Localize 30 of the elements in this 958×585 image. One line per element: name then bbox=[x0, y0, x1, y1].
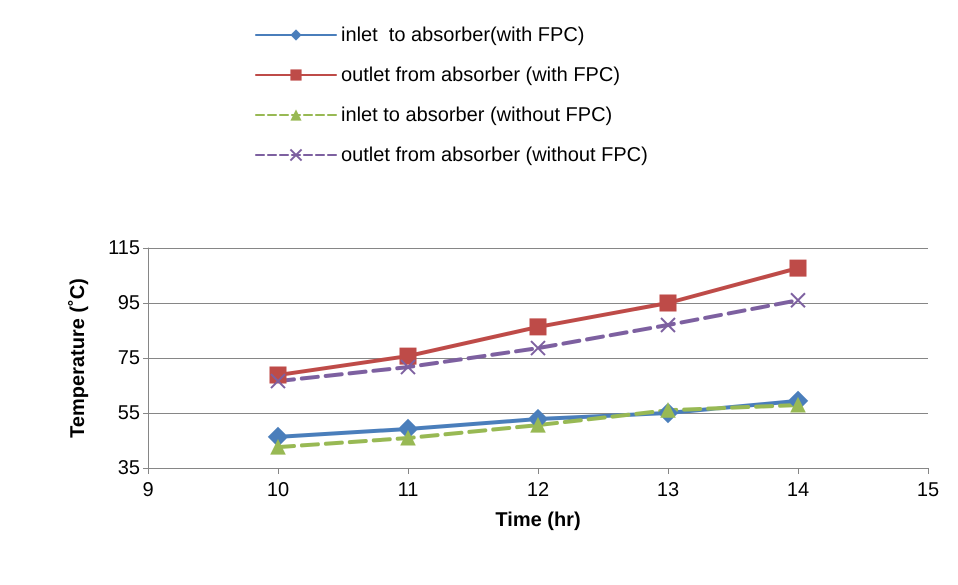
x-axis-title: Time (hr) bbox=[495, 509, 581, 531]
point bbox=[660, 294, 676, 312]
point bbox=[530, 418, 546, 433]
point bbox=[660, 317, 676, 333]
y-axis-title: Temperature (˚C) bbox=[67, 278, 89, 438]
y-tick-label: 75 bbox=[118, 347, 140, 369]
y-tick-label: 35 bbox=[118, 457, 140, 479]
point bbox=[270, 440, 286, 455]
x-tick-label: 9 bbox=[142, 479, 154, 501]
y-tick-label: 55 bbox=[118, 402, 140, 424]
point bbox=[400, 348, 416, 365]
point bbox=[400, 359, 416, 376]
legend-label: inlet to absorber (without FPC) bbox=[341, 104, 612, 126]
x-tick-label: 12 bbox=[526, 479, 550, 501]
x-tick-label: 10 bbox=[266, 479, 290, 501]
x-tick-label: 14 bbox=[786, 479, 810, 501]
point bbox=[790, 292, 806, 308]
x-tick-label: 15 bbox=[916, 479, 940, 501]
y-tick-label: 115 bbox=[108, 237, 140, 259]
x-tick-label: 13 bbox=[656, 479, 680, 501]
point bbox=[270, 373, 286, 390]
legend-label: inlet to absorber(with FPC) bbox=[341, 24, 584, 46]
point bbox=[530, 340, 546, 356]
legend-label: outlet from absorber (with FPC) bbox=[341, 64, 620, 86]
point bbox=[790, 260, 806, 277]
point bbox=[530, 318, 546, 336]
y-tick-label: 95 bbox=[118, 292, 140, 314]
legend-label: outlet from absorber (without FPC) bbox=[341, 144, 648, 166]
x-tick-label: 11 bbox=[398, 479, 418, 501]
point bbox=[400, 430, 416, 446]
